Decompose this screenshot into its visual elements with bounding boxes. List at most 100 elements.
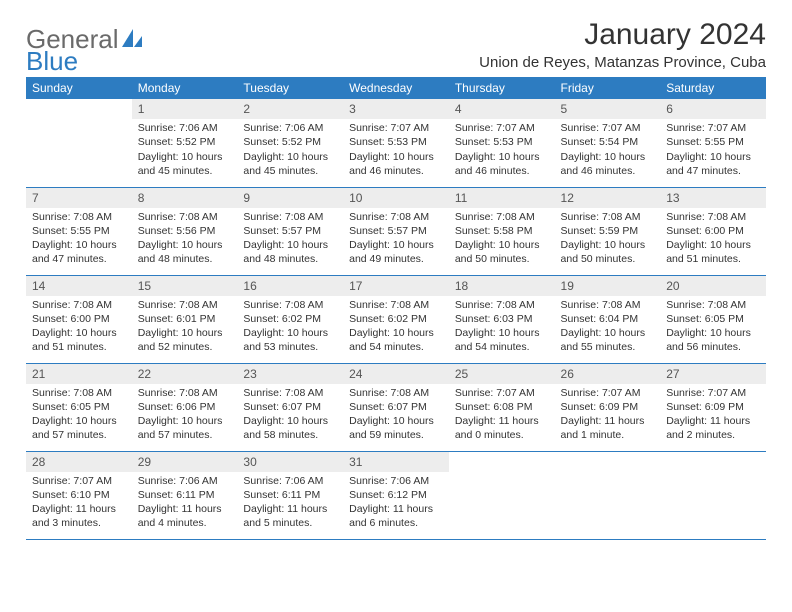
day-details: Sunrise: 7:08 AMSunset: 5:57 PMDaylight:… xyxy=(237,208,343,271)
day-number: 23 xyxy=(237,364,343,384)
day-number: 30 xyxy=(237,452,343,472)
day-number: 7 xyxy=(26,188,132,208)
day-details: Sunrise: 7:07 AMSunset: 5:55 PMDaylight:… xyxy=(660,119,766,182)
calendar-cell: 28Sunrise: 7:07 AMSunset: 6:10 PMDayligh… xyxy=(26,451,132,539)
day-details: Sunrise: 7:06 AMSunset: 5:52 PMDaylight:… xyxy=(237,119,343,182)
day-details: Sunrise: 7:06 AMSunset: 6:11 PMDaylight:… xyxy=(132,472,238,535)
day-number: 8 xyxy=(132,188,238,208)
day-details: Sunrise: 7:07 AMSunset: 6:08 PMDaylight:… xyxy=(449,384,555,447)
calendar-row: 1Sunrise: 7:06 AMSunset: 5:52 PMDaylight… xyxy=(26,99,766,187)
day-details: Sunrise: 7:08 AMSunset: 5:56 PMDaylight:… xyxy=(132,208,238,271)
day-number: 13 xyxy=(660,188,766,208)
calendar-cell: 2Sunrise: 7:06 AMSunset: 5:52 PMDaylight… xyxy=(237,99,343,187)
day-details: Sunrise: 7:07 AMSunset: 6:10 PMDaylight:… xyxy=(26,472,132,535)
calendar-cell xyxy=(449,451,555,539)
logo-sail-icon xyxy=(121,28,143,48)
day-details: Sunrise: 7:08 AMSunset: 6:04 PMDaylight:… xyxy=(555,296,661,359)
day-details: Sunrise: 7:08 AMSunset: 5:58 PMDaylight:… xyxy=(449,208,555,271)
header: General January 2024 Union de Reyes, Mat… xyxy=(26,18,766,71)
weekday-header: Wednesday xyxy=(343,77,449,99)
location: Union de Reyes, Matanzas Province, Cuba xyxy=(479,54,766,71)
day-details: Sunrise: 7:08 AMSunset: 5:57 PMDaylight:… xyxy=(343,208,449,271)
day-details: Sunrise: 7:08 AMSunset: 6:02 PMDaylight:… xyxy=(237,296,343,359)
calendar-cell: 29Sunrise: 7:06 AMSunset: 6:11 PMDayligh… xyxy=(132,451,238,539)
day-number: 5 xyxy=(555,99,661,119)
title-block: January 2024 Union de Reyes, Matanzas Pr… xyxy=(479,18,766,71)
day-number: 3 xyxy=(343,99,449,119)
calendar-cell: 10Sunrise: 7:08 AMSunset: 5:57 PMDayligh… xyxy=(343,187,449,275)
calendar-cell: 13Sunrise: 7:08 AMSunset: 6:00 PMDayligh… xyxy=(660,187,766,275)
calendar-cell: 7Sunrise: 7:08 AMSunset: 5:55 PMDaylight… xyxy=(26,187,132,275)
day-number: 25 xyxy=(449,364,555,384)
day-number: 18 xyxy=(449,276,555,296)
calendar-body: 1Sunrise: 7:06 AMSunset: 5:52 PMDaylight… xyxy=(26,99,766,539)
logo-text-2: Blue xyxy=(26,46,78,77)
day-details: Sunrise: 7:08 AMSunset: 6:03 PMDaylight:… xyxy=(449,296,555,359)
calendar-cell: 24Sunrise: 7:08 AMSunset: 6:07 PMDayligh… xyxy=(343,363,449,451)
calendar-cell: 19Sunrise: 7:08 AMSunset: 6:04 PMDayligh… xyxy=(555,275,661,363)
weekday-header: Monday xyxy=(132,77,238,99)
day-details: Sunrise: 7:08 AMSunset: 5:55 PMDaylight:… xyxy=(26,208,132,271)
day-details: Sunrise: 7:07 AMSunset: 6:09 PMDaylight:… xyxy=(660,384,766,447)
calendar-cell: 9Sunrise: 7:08 AMSunset: 5:57 PMDaylight… xyxy=(237,187,343,275)
day-number: 16 xyxy=(237,276,343,296)
day-number: 11 xyxy=(449,188,555,208)
day-details: Sunrise: 7:08 AMSunset: 6:00 PMDaylight:… xyxy=(660,208,766,271)
day-number: 2 xyxy=(237,99,343,119)
calendar-cell xyxy=(26,99,132,187)
day-details: Sunrise: 7:08 AMSunset: 6:07 PMDaylight:… xyxy=(237,384,343,447)
day-details: Sunrise: 7:07 AMSunset: 6:09 PMDaylight:… xyxy=(555,384,661,447)
day-details: Sunrise: 7:08 AMSunset: 6:05 PMDaylight:… xyxy=(660,296,766,359)
day-number: 24 xyxy=(343,364,449,384)
day-details: Sunrise: 7:08 AMSunset: 6:05 PMDaylight:… xyxy=(26,384,132,447)
day-number: 26 xyxy=(555,364,661,384)
calendar-cell: 20Sunrise: 7:08 AMSunset: 6:05 PMDayligh… xyxy=(660,275,766,363)
day-details: Sunrise: 7:06 AMSunset: 6:11 PMDaylight:… xyxy=(237,472,343,535)
day-number: 10 xyxy=(343,188,449,208)
day-number: 17 xyxy=(343,276,449,296)
calendar-cell: 8Sunrise: 7:08 AMSunset: 5:56 PMDaylight… xyxy=(132,187,238,275)
day-number: 19 xyxy=(555,276,661,296)
day-details: Sunrise: 7:06 AMSunset: 5:52 PMDaylight:… xyxy=(132,119,238,182)
day-details: Sunrise: 7:08 AMSunset: 6:01 PMDaylight:… xyxy=(132,296,238,359)
calendar-cell: 21Sunrise: 7:08 AMSunset: 6:05 PMDayligh… xyxy=(26,363,132,451)
calendar-cell: 14Sunrise: 7:08 AMSunset: 6:00 PMDayligh… xyxy=(26,275,132,363)
day-number: 29 xyxy=(132,452,238,472)
calendar-cell: 17Sunrise: 7:08 AMSunset: 6:02 PMDayligh… xyxy=(343,275,449,363)
calendar-cell: 27Sunrise: 7:07 AMSunset: 6:09 PMDayligh… xyxy=(660,363,766,451)
calendar-cell: 15Sunrise: 7:08 AMSunset: 6:01 PMDayligh… xyxy=(132,275,238,363)
day-number: 21 xyxy=(26,364,132,384)
calendar-cell: 31Sunrise: 7:06 AMSunset: 6:12 PMDayligh… xyxy=(343,451,449,539)
calendar-cell: 4Sunrise: 7:07 AMSunset: 5:53 PMDaylight… xyxy=(449,99,555,187)
month-year: January 2024 xyxy=(479,18,766,52)
calendar-cell: 11Sunrise: 7:08 AMSunset: 5:58 PMDayligh… xyxy=(449,187,555,275)
calendar-cell: 3Sunrise: 7:07 AMSunset: 5:53 PMDaylight… xyxy=(343,99,449,187)
calendar-row: 28Sunrise: 7:07 AMSunset: 6:10 PMDayligh… xyxy=(26,451,766,539)
weekday-header: Friday xyxy=(555,77,661,99)
weekday-header: Thursday xyxy=(449,77,555,99)
calendar-cell xyxy=(555,451,661,539)
calendar-cell: 18Sunrise: 7:08 AMSunset: 6:03 PMDayligh… xyxy=(449,275,555,363)
day-details: Sunrise: 7:07 AMSunset: 5:54 PMDaylight:… xyxy=(555,119,661,182)
weekday-header: Sunday xyxy=(26,77,132,99)
calendar-cell: 16Sunrise: 7:08 AMSunset: 6:02 PMDayligh… xyxy=(237,275,343,363)
day-number: 31 xyxy=(343,452,449,472)
day-details: Sunrise: 7:08 AMSunset: 6:02 PMDaylight:… xyxy=(343,296,449,359)
day-number: 20 xyxy=(660,276,766,296)
day-details: Sunrise: 7:08 AMSunset: 5:59 PMDaylight:… xyxy=(555,208,661,271)
day-number: 1 xyxy=(132,99,238,119)
day-number: 15 xyxy=(132,276,238,296)
calendar-cell: 26Sunrise: 7:07 AMSunset: 6:09 PMDayligh… xyxy=(555,363,661,451)
day-number: 12 xyxy=(555,188,661,208)
calendar-cell: 12Sunrise: 7:08 AMSunset: 5:59 PMDayligh… xyxy=(555,187,661,275)
day-number: 9 xyxy=(237,188,343,208)
weekday-header-row: SundayMondayTuesdayWednesdayThursdayFrid… xyxy=(26,77,766,99)
calendar-cell: 22Sunrise: 7:08 AMSunset: 6:06 PMDayligh… xyxy=(132,363,238,451)
day-details: Sunrise: 7:08 AMSunset: 6:06 PMDaylight:… xyxy=(132,384,238,447)
calendar-row: 14Sunrise: 7:08 AMSunset: 6:00 PMDayligh… xyxy=(26,275,766,363)
day-details: Sunrise: 7:08 AMSunset: 6:00 PMDaylight:… xyxy=(26,296,132,359)
calendar-cell: 25Sunrise: 7:07 AMSunset: 6:08 PMDayligh… xyxy=(449,363,555,451)
day-number: 28 xyxy=(26,452,132,472)
calendar-cell: 6Sunrise: 7:07 AMSunset: 5:55 PMDaylight… xyxy=(660,99,766,187)
day-details: Sunrise: 7:06 AMSunset: 6:12 PMDaylight:… xyxy=(343,472,449,535)
